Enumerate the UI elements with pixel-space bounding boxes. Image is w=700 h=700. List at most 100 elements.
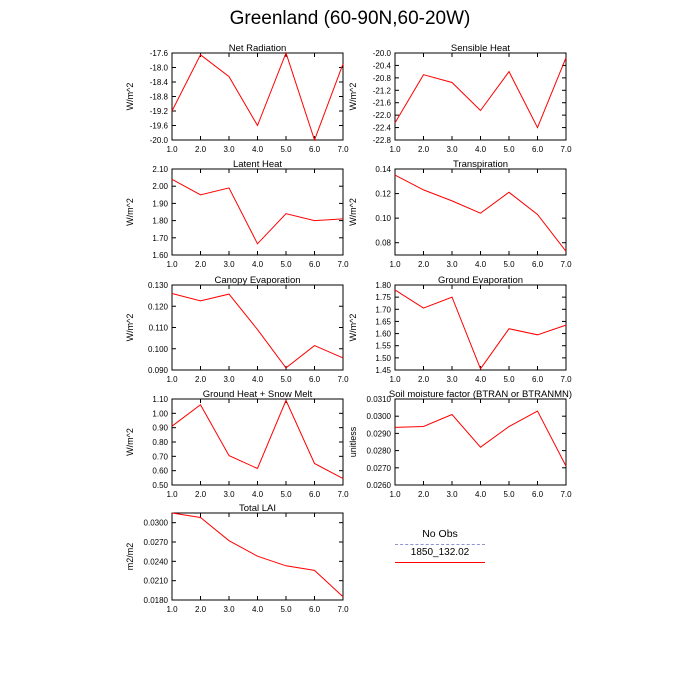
x-tick-label: 4.0 <box>475 145 487 154</box>
y-tick-label: 0.50 <box>152 481 168 490</box>
y-tick-label: 0.0310 <box>367 395 392 404</box>
y-tick-label: 1.70 <box>152 234 168 243</box>
panel-total-lai: Total LAI m2/m2 1.0 2.0 3.0 4.0 5.0 6.0 7.0 0.030… <box>125 503 349 614</box>
y-tick-label: 1.70 <box>375 305 391 314</box>
y-tick-label: 0.0270 <box>144 538 169 547</box>
legend-obs-dash <box>395 544 485 545</box>
x-tick-label: 6.0 <box>309 260 321 269</box>
x-tick-label: 4.0 <box>475 375 487 384</box>
y-axis-label: W/m^2 <box>125 428 135 456</box>
series-line-net-radiation <box>171 51 344 142</box>
x-tick-label: 3.0 <box>223 375 235 384</box>
plot-frame <box>171 52 344 141</box>
x-tick-label: 7.0 <box>560 375 572 384</box>
panel-title: Ground Heat + Snow Melt <box>203 389 313 400</box>
x-tick-label: 4.0 <box>252 375 264 384</box>
plot-frame <box>171 168 344 256</box>
series-line-transpiration <box>394 174 567 252</box>
legend-series-label: 1850_132.02 <box>410 547 470 558</box>
x-tick-label: 5.0 <box>503 490 515 499</box>
y-tick-label: 0.100 <box>148 345 169 354</box>
x-tick-label: 4.0 <box>252 490 264 499</box>
x-tick-label: 4.0 <box>475 260 487 269</box>
y-axis-label: W/m^2 <box>348 314 358 342</box>
y-tick-label: 2.10 <box>152 165 168 174</box>
panel-canopy-evaporation: Canopy Evaporation W/m^2 1.0 2.0 3.0 4.0 5.0 6.… <box>125 275 349 384</box>
x-tick-label: 3.0 <box>223 605 235 614</box>
y-tick-label: 0.0180 <box>144 596 169 605</box>
x-tick-label: 7.0 <box>560 145 572 154</box>
y-tick-label: 0.12 <box>375 190 391 199</box>
x-tick-label: 2.0 <box>195 605 207 614</box>
plot-frame <box>394 52 567 141</box>
y-tick-label: -20.0 <box>373 49 392 58</box>
x-tick-label: 4.0 <box>252 260 264 269</box>
x-tick-label: 1.0 <box>389 260 401 269</box>
y-tick-label: -18.4 <box>150 78 169 87</box>
x-tick-label: 3.0 <box>223 145 235 154</box>
y-tick-label: -19.6 <box>150 122 169 131</box>
panel-ground-evaporation: Ground Evaporation W/m^2 1.0 2.0 3.0 4.0 5.0 6.… <box>348 275 572 384</box>
x-tick-label: 7.0 <box>560 260 572 269</box>
x-tick-label: 7.0 <box>560 490 572 499</box>
x-tick-label: 5.0 <box>280 605 292 614</box>
x-tick-label: 1.0 <box>166 375 178 384</box>
panel-transpiration: Transpiration W/m^2 1.0 2.0 3.0 4.0 5.0 6.0 7.0 0… <box>348 159 572 269</box>
panel-title: Soil moisture factor (BTRAN or BTRANMN) <box>389 389 572 400</box>
x-tick-label: 7.0 <box>337 605 349 614</box>
x-tick-label: 6.0 <box>532 490 544 499</box>
y-axis-label: W/m^2 <box>125 198 135 226</box>
plot-frame <box>171 398 344 486</box>
x-tick-label: 4.0 <box>252 145 264 154</box>
y-tick-label: -20.4 <box>373 61 392 70</box>
y-axis-label: W/m^2 <box>348 198 358 226</box>
x-tick-label: 4.0 <box>252 605 264 614</box>
panel-title: Transpiration <box>453 159 508 170</box>
x-tick-label: 1.0 <box>166 260 178 269</box>
x-tick-label: 6.0 <box>309 145 321 154</box>
y-tick-label: -19.2 <box>150 107 169 116</box>
plot-frame <box>394 168 567 256</box>
x-tick-label: 2.0 <box>418 375 430 384</box>
y-tick-label: 0.090 <box>148 366 169 375</box>
panel-net-radiation: Net Radiation W/m^2 1.0 2.0 3.0 4.0 5.0 6.0 7.0 -… <box>125 43 349 154</box>
y-tick-label: 0.0300 <box>367 412 392 421</box>
y-tick-label: 1.80 <box>152 217 168 226</box>
series-line-ground-evaporation <box>394 289 567 370</box>
x-tick-label: 3.0 <box>446 490 458 499</box>
y-tick-label: 0.120 <box>148 302 169 311</box>
plot-frame <box>394 284 567 371</box>
x-tick-label: 4.0 <box>475 490 487 499</box>
x-tick-label: 2.0 <box>195 260 207 269</box>
y-tick-label: 0.70 <box>152 452 168 461</box>
x-tick-label: 6.0 <box>309 375 321 384</box>
y-tick-label: 0.10 <box>375 214 391 223</box>
y-axis-label: W/m^2 <box>348 83 358 111</box>
x-tick-label: 2.0 <box>418 490 430 499</box>
y-tick-label: 1.55 <box>375 342 391 351</box>
y-tick-label: 1.10 <box>152 395 168 404</box>
y-tick-label: 0.08 <box>375 239 391 248</box>
y-tick-label: 1.45 <box>375 366 391 375</box>
panel-title: Ground Evaporation <box>438 275 523 286</box>
legend-title: No Obs <box>422 528 458 540</box>
series-line-total-lai <box>171 512 344 598</box>
x-tick-label: 3.0 <box>446 145 458 154</box>
y-tick-label: 1.50 <box>375 354 391 363</box>
y-tick-label: 1.60 <box>375 330 391 339</box>
x-tick-label: 7.0 <box>337 145 349 154</box>
plot-frame <box>394 398 567 486</box>
y-tick-label: 0.0290 <box>367 429 392 438</box>
panel-ground-heat-snow-melt: Ground Heat + Snow Melt W/m^2 1.0 2.0 3.0 4.0… <box>125 389 349 499</box>
y-axis-label: W/m^2 <box>125 83 135 111</box>
x-tick-label: 1.0 <box>166 605 178 614</box>
y-tick-label: 0.0300 <box>144 519 169 528</box>
x-tick-label: 5.0 <box>280 145 292 154</box>
y-tick-label: -18.0 <box>150 64 169 73</box>
y-tick-label: 1.00 <box>152 409 168 418</box>
y-tick-label: 0.0260 <box>367 481 392 490</box>
y-tick-label: 0.0270 <box>367 464 392 473</box>
series-line-canopy-evaporation <box>171 293 344 369</box>
x-tick-label: 2.0 <box>195 490 207 499</box>
panel-title: Total LAI <box>239 503 276 514</box>
